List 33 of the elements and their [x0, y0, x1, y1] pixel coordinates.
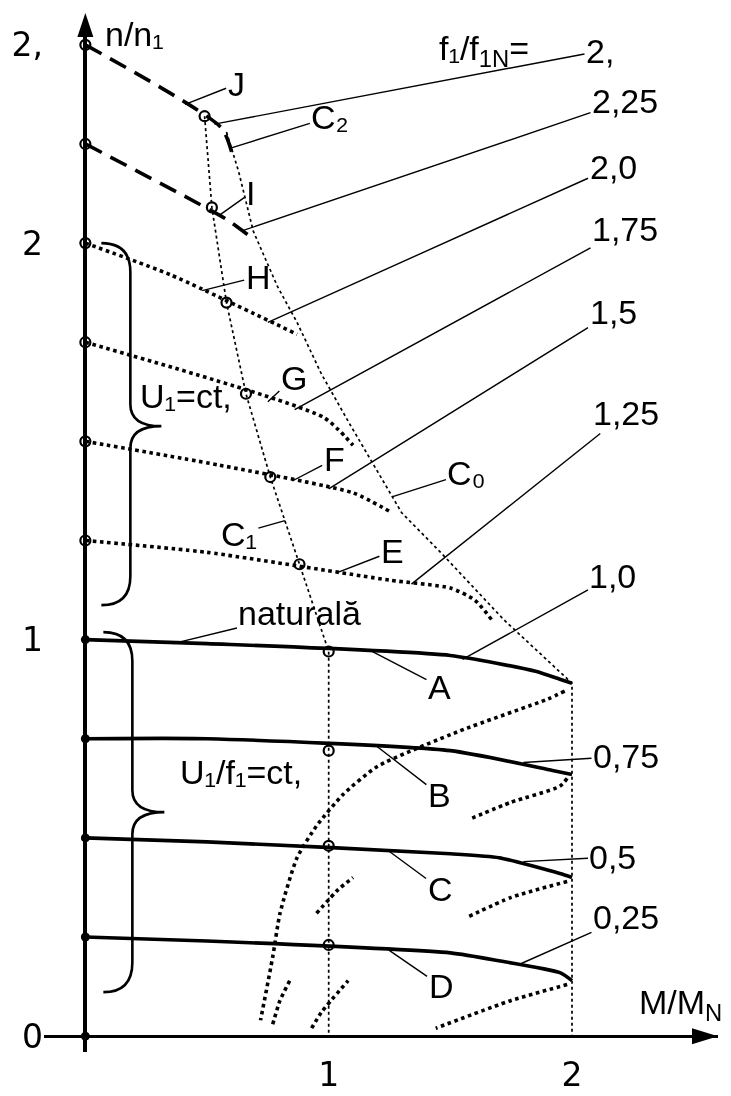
annotation: A	[428, 668, 451, 706]
annotation: naturală	[238, 594, 361, 632]
annotation: I	[246, 174, 256, 212]
y-tick-label: 0	[22, 1016, 43, 1056]
annotation: U₁/f₁=ct,	[180, 753, 303, 791]
annotation: 0,25	[593, 898, 660, 936]
annotation: E	[381, 532, 404, 570]
annotation: U₁=ct,	[140, 377, 232, 415]
annotation: 1,0	[589, 557, 637, 595]
annotation: C₀	[447, 454, 486, 492]
annotation: D	[429, 967, 454, 1005]
annotation: J	[228, 65, 245, 103]
y-tick-label: 2,	[11, 25, 43, 65]
annotation: C	[428, 870, 453, 908]
y-tick-label: 2	[22, 223, 43, 263]
y-tick-label: 1	[22, 620, 43, 660]
annotation: C₁	[221, 515, 258, 553]
annotation: 2,25	[592, 82, 659, 120]
annotation: f₁/f$_{1N}$=	[439, 29, 530, 73]
annotation: 1,75	[592, 210, 659, 248]
annotation: 0,5	[589, 838, 637, 876]
annotation: 0,75	[593, 737, 660, 775]
annotation: C₂	[311, 98, 349, 136]
annotation: 1,25	[593, 394, 660, 432]
annotation: 2,0	[590, 148, 638, 186]
annotation: 1,5	[590, 293, 638, 331]
annotation: F	[324, 440, 345, 478]
x-axis-title: M/M$_{N}$	[639, 983, 723, 1027]
annotation: B	[428, 776, 451, 814]
y-axis-title: n/n₁	[105, 15, 164, 53]
annotation: 2,	[586, 32, 615, 70]
annotation: G	[281, 359, 308, 397]
annotation: H	[246, 258, 271, 296]
